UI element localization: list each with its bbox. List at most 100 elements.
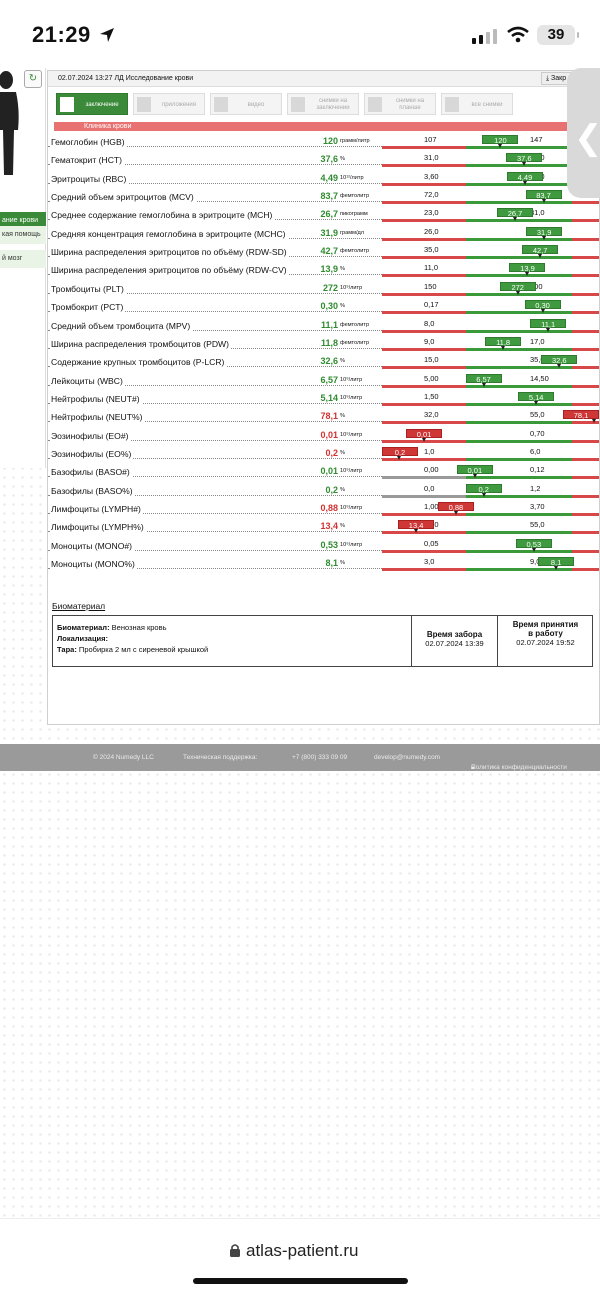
test-value: 0,88 (294, 503, 338, 513)
test-value: 11,1 (294, 319, 338, 330)
reference-scale: 26,034,031,9 (382, 225, 599, 243)
reference-low: 9,0 (424, 336, 435, 346)
value-badge: 13,4 (398, 520, 435, 530)
test-name: Лимфоциты (LYMPH%) (51, 522, 146, 533)
tab-conclusion[interactable]: заключение (56, 93, 128, 115)
tab-images-conclusion[interactable]: снимки на заключении (287, 93, 359, 115)
scale-low-zone (382, 494, 466, 498)
scale-normal-zone (466, 549, 572, 553)
scale-normal-zone (466, 164, 572, 168)
test-name: Тромбоциты (PLT) (51, 283, 126, 294)
scale-normal-zone (466, 347, 572, 351)
footer-email[interactable]: develop@numedy.com (374, 754, 441, 761)
scale-high-zone (572, 329, 599, 333)
test-unit: 10⁹/литр (340, 431, 384, 438)
reference-low: 26,0 (424, 226, 439, 236)
table-row: Гематокрит (HCT)37,6%31,043,037,6 (48, 151, 600, 169)
scale-high-zone (572, 256, 599, 260)
reference-scale: 11,016,013,9 (382, 261, 599, 279)
test-name: Средняя концентрация гемоглобина в эритр… (51, 228, 288, 239)
tube-label: Тара: (57, 645, 77, 654)
scale-high-zone (572, 311, 599, 315)
reference-scale: 1,00 3,70 0,88 (382, 500, 599, 518)
test-unit: % (340, 303, 384, 310)
chevron-left-icon[interactable]: ❮ (574, 119, 600, 157)
reference-scale: 0,050,800,53 (382, 537, 599, 555)
collect-label: Время забора (426, 630, 483, 639)
table-row: Эозинофилы (EO%) 0,2% 1,0 6,0 0,2 (48, 445, 600, 463)
dot-leader (48, 568, 382, 570)
url-text[interactable]: atlas-patient.ru (246, 1241, 359, 1260)
test-value: 0,30 (294, 301, 338, 312)
scale-normal-zone (466, 201, 572, 205)
table-row: Базофилы (BASO#) 0,01 10⁹/литр 0,00 0,12 0,01 (48, 463, 600, 481)
scale-normal-zone (466, 311, 572, 315)
table-row: Гемоглобин (HGB) 120 грамм/литр 107 147 120 (48, 133, 600, 151)
sidebar-item-blood-test[interactable]: ание крови (0, 212, 46, 230)
value-marker (481, 382, 486, 387)
value-badge: 37,6 (506, 153, 543, 163)
test-name: Моноциты (MONO#) (51, 540, 135, 551)
biomaterial-table: Биоматериал: Венозная кровь Локализация:… (52, 615, 593, 667)
footer-phone[interactable]: +7 (800) 333 09 09 (292, 754, 348, 761)
close-label: Закр (551, 75, 567, 82)
scale-low-zone (382, 421, 466, 425)
scale-low-zone (382, 549, 466, 553)
test-unit: % (340, 560, 384, 567)
test-unit: % (340, 486, 384, 493)
test-value: 31,9 (294, 227, 338, 238)
dot-leader (48, 329, 382, 331)
reference-scale: 15,0 35,0 32,6 (382, 353, 599, 371)
reference-low: 35,0 (424, 245, 439, 255)
tab-label: заключение (85, 101, 119, 108)
tab-images-tablet[interactable]: снимки на планше (364, 93, 436, 115)
sidebar-item-aid[interactable]: кая помощь (0, 226, 46, 244)
test-name: Эозинофилы (EO#) (51, 430, 131, 441)
test-value: 0,53 (294, 539, 338, 550)
reference-low: 15,0 (424, 355, 439, 365)
scale-low-zone (382, 531, 466, 535)
test-name: Тромбокрит (PCT) (51, 302, 126, 313)
tab-all-images[interactable]: все снимки (441, 93, 513, 115)
scale-normal-zone (466, 274, 572, 278)
scale-low-zone (382, 256, 466, 260)
test-unit: % (340, 266, 384, 273)
scale-normal-zone (466, 513, 572, 516)
reference-high: 0,12 (530, 465, 545, 475)
table-row: Эритроциты (RBC)4,4910¹²/литр3,605,204,4… (48, 170, 600, 188)
tab-attachments[interactable]: приложения (133, 93, 205, 115)
value-badge: 120 (482, 135, 519, 145)
test-value: 26,7 (294, 209, 338, 220)
biomaterial-title[interactable]: Биоматериал (52, 601, 106, 611)
value-marker (501, 345, 506, 350)
scale-normal-zone (466, 384, 572, 388)
logo-icon[interactable]: ↻ (24, 70, 42, 88)
reference-low: 1,50 (424, 391, 439, 401)
side-collapse-tab[interactable] (567, 68, 600, 198)
scale-high-zone (572, 384, 599, 388)
value-marker (414, 529, 419, 534)
test-name: Гематокрит (HCT) (51, 155, 125, 166)
test-name: Гемоглобин (HGB) (51, 137, 127, 147)
scale-normal-zone (466, 329, 572, 333)
tab-video[interactable]: видео (210, 93, 282, 115)
test-unit: грамм/литр (340, 138, 384, 144)
footer-copyright: © 2024 Numedy LLC (93, 754, 154, 761)
wifi-icon (507, 26, 529, 43)
sidebar-item-brain[interactable]: й мозг (0, 250, 46, 268)
scale-high-zone (572, 421, 599, 425)
test-name: Эритроциты (RBC) (51, 173, 129, 184)
reference-low: 0,05 (424, 538, 439, 548)
scale-high-zone (572, 237, 599, 241)
test-unit: фемтолитр (340, 339, 384, 346)
reference-high: 35,0 (530, 355, 545, 365)
scale-high-zone (572, 549, 599, 553)
dot-leader (48, 439, 382, 441)
accept-time: Время принятия в работу 02.07.2024 19:52 (497, 616, 593, 666)
location-arrow-icon (100, 28, 114, 42)
scale-low-zone (382, 237, 466, 241)
value-marker (531, 547, 536, 552)
scale-high-zone (572, 439, 599, 443)
reference-scale: 0,0 1,2 0,2 (382, 482, 599, 500)
test-unit: фемтолитр (340, 321, 384, 328)
